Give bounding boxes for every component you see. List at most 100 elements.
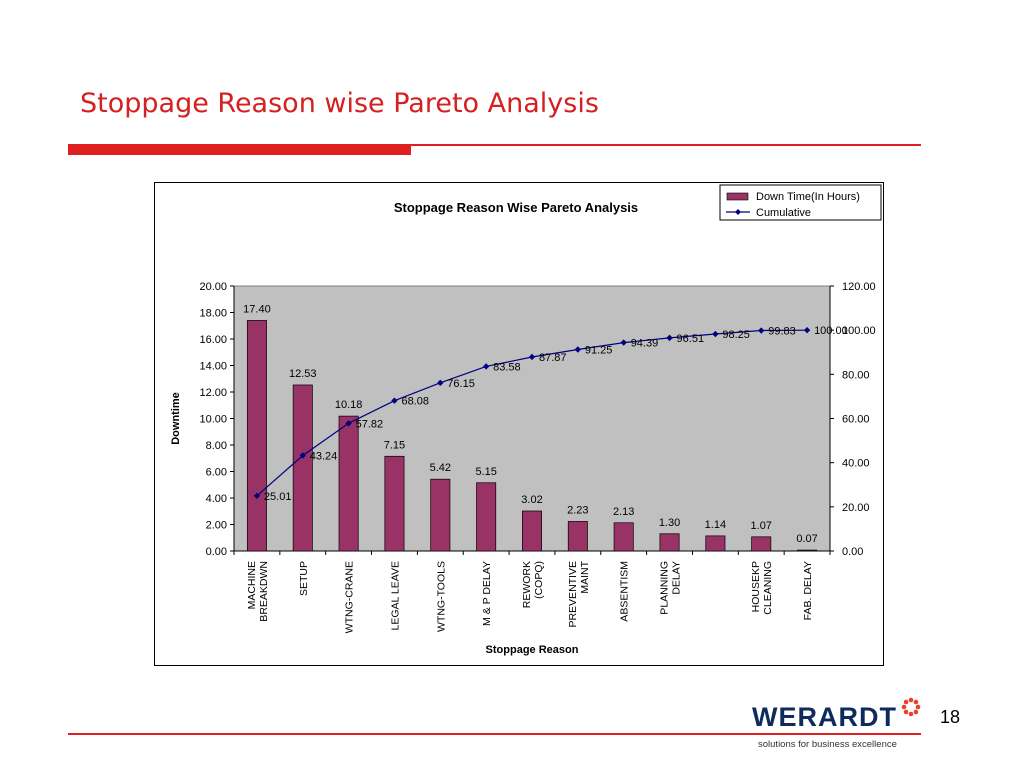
title-rule-accent	[68, 146, 411, 155]
cumulative-point	[482, 363, 490, 370]
bar-value-label: 1.14	[705, 519, 726, 531]
bar	[338, 415, 359, 552]
cumulative-point	[299, 452, 306, 459]
x-axis-category-label: REWORK	[521, 561, 533, 608]
cumulative-point	[345, 420, 352, 427]
y-axis-left-tick-label: 2.00	[206, 520, 227, 532]
footer-rule	[68, 733, 921, 735]
x-axis-category-label: (COPQ)	[533, 561, 545, 599]
y-axis-right-tick-label: 60.00	[842, 414, 870, 426]
x-axis-category-label: PREVENTIVE	[567, 561, 579, 628]
cumulative-point	[712, 330, 719, 338]
bar-value-label: 0.07	[796, 533, 817, 545]
cumulative-value-label: 43.24	[310, 451, 338, 463]
logo-tagline: solutions for business excellence	[758, 739, 897, 750]
cumulative-value-label: 25.01	[264, 491, 292, 503]
x-axis-category-label: DELAY	[671, 561, 683, 595]
bar-value-label: 2.13	[613, 506, 634, 518]
bar	[751, 536, 772, 552]
y-axis-right-tick-label: 100.00	[842, 325, 876, 337]
x-axis-category-label: LEGAL LEAVE	[389, 561, 401, 630]
y-axis-left-tick-label: 10.00	[199, 414, 227, 426]
legend-box	[719, 184, 882, 221]
x-axis-category-label: CLEANING	[762, 561, 774, 615]
pareto-chart: Stoppage Reason Wise Pareto Analysis 0.00…	[170, 184, 882, 656]
bar	[705, 535, 726, 552]
bar	[567, 521, 588, 552]
cumulative-value-label: 76.15	[447, 378, 475, 390]
cumulative-point	[391, 397, 398, 404]
logo-burst-dot	[903, 699, 909, 705]
logo-burst-icon	[901, 697, 921, 717]
bar	[797, 549, 818, 552]
y-axis-title: Downtime	[170, 392, 182, 445]
legend-bar-label: Down Time(In Hours)	[756, 191, 860, 203]
cumulative-point	[803, 326, 811, 334]
cumulative-point	[528, 353, 536, 361]
y-axis-left-tick-label: 12.00	[199, 387, 227, 399]
bar-value-label: 5.15	[475, 466, 496, 478]
title-rule	[68, 144, 921, 146]
y-axis-left-tick-label: 4.00	[206, 493, 227, 505]
logo-burst-dot	[901, 704, 907, 710]
bar	[659, 533, 680, 552]
cumulative-value-label: 68.08	[401, 396, 429, 408]
logo-burst-dot	[903, 709, 909, 715]
bar	[476, 482, 497, 552]
y-axis-left-tick-label: 6.00	[206, 467, 227, 479]
cumulative-value-label: 99.83	[768, 326, 796, 338]
cumulative-point	[253, 492, 261, 499]
x-axis-category-label: PLANNING	[659, 561, 671, 615]
x-axis-category-label: SETUP	[298, 561, 310, 596]
y-axis-left-tick-label: 20.00	[199, 281, 227, 293]
bar-value-label: 12.53	[289, 368, 317, 380]
cumulative-value-label: 91.25	[585, 344, 613, 356]
bar-value-label: 10.18	[335, 399, 363, 411]
x-axis-category-label: HOUSEKP	[750, 561, 762, 612]
company-logo: WERARDT solutions for business excellenc…	[752, 697, 922, 754]
x-axis-title: Stoppage Reason	[486, 644, 579, 656]
bar	[384, 455, 405, 552]
cumulative-value-label: 96.51	[677, 333, 705, 345]
legend-line-label: Cumulative	[756, 207, 811, 219]
page-number: 18	[940, 707, 961, 727]
cumulative-value-label: 98.25	[722, 329, 750, 341]
logo-burst-dot	[915, 704, 921, 710]
x-axis-category-label: M & P DELAY	[481, 561, 493, 626]
chart-title: Stoppage Reason Wise Pareto Analysis	[394, 200, 638, 215]
cumulative-value-label: 87.87	[539, 352, 567, 364]
y-axis-left-tick-label: 18.00	[199, 308, 227, 320]
legend-bar-swatch	[726, 192, 749, 201]
bar	[292, 384, 313, 552]
logo-burst-dot	[908, 711, 914, 717]
x-axis-category-label: WTNG-TOOLS	[435, 561, 447, 632]
y-axis-left-tick-label: 14.00	[199, 361, 227, 373]
logo-burst-dot	[913, 699, 919, 705]
bar	[246, 320, 267, 552]
logo-burst-dot	[913, 709, 919, 715]
bar-value-label: 17.40	[243, 303, 271, 315]
cumulative-point	[666, 334, 673, 342]
cumulative-value-label: 94.39	[631, 338, 659, 350]
y-axis-left-tick-label: 8.00	[206, 440, 227, 452]
y-axis-left-tick-label: 0.00	[206, 546, 227, 558]
y-axis-right-tick-label: 120.00	[842, 281, 876, 293]
y-axis-right-tick-label: 80.00	[842, 369, 870, 381]
y-axis-left-tick-label: 16.00	[199, 334, 227, 346]
bar-value-label: 3.02	[521, 494, 542, 506]
plot-area	[233, 285, 831, 552]
legend-line-marker	[735, 209, 741, 215]
logo-wordmark: WERARDT	[752, 702, 897, 732]
x-axis-category-label: ABSENTISM	[619, 561, 631, 622]
bar-value-label: 2.23	[567, 504, 588, 516]
cumulative-point	[758, 327, 765, 334]
bar-value-label: 7.15	[384, 439, 405, 451]
bar	[613, 522, 634, 552]
slide-title: Stoppage Reason wise Pareto Analysis	[80, 88, 599, 119]
y-axis-right-tick-label: 40.00	[842, 458, 870, 470]
x-axis-category-label: BREAKDWN	[258, 561, 270, 622]
y-axis-right-tick-label: 20.00	[842, 502, 870, 514]
cumulative-value-label: 83.58	[493, 361, 521, 373]
x-axis-category-label: WTNG-CRANE	[344, 561, 356, 633]
y-axis-right-tick-label: 0.00	[842, 546, 863, 558]
